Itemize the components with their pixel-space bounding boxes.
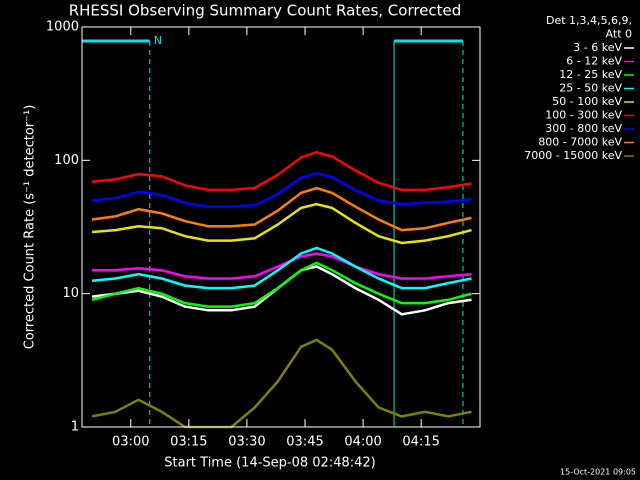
plot-frame (81, 26, 481, 428)
series-line (91, 172, 472, 208)
legend-label: 300 - 800 keV (545, 122, 622, 135)
y-tick-label: 10 (62, 286, 79, 301)
legend-label: 12 - 25 keV (559, 68, 622, 81)
legend-label: 6 - 12 keV (566, 55, 622, 68)
series-line (91, 186, 472, 232)
x-tick-label: 04:15 (402, 435, 439, 450)
legend-label: 100 - 300 keV (545, 109, 622, 122)
legend-header: Att 0 (606, 28, 632, 41)
y-tick-label: 1000 (46, 20, 79, 35)
legend-label: 50 - 100 keV (552, 95, 622, 108)
legend-header: Det 1,3,4,5,6,9, (546, 14, 632, 27)
x-tick-label: 03:45 (286, 435, 323, 450)
legend-label: 7000 - 15000 keV (524, 149, 622, 162)
series-line (91, 246, 472, 290)
x-axis-label: Start Time (14-Sep-08 02:48:42) (164, 456, 375, 471)
legend-label: 3 - 6 keV (573, 41, 622, 54)
y-axis-label: Corrected Count Rate (s⁻¹ detector⁻¹) (23, 105, 38, 350)
series-line (91, 150, 472, 192)
series-line (91, 261, 472, 308)
chart-title: RHESSI Observing Summary Count Rates, Co… (69, 2, 462, 20)
legend-label: 800 - 7000 keV (538, 136, 622, 149)
x-tick-label: 04:00 (344, 435, 381, 450)
y-tick-label: 1 (71, 420, 79, 435)
night-label: N (154, 34, 162, 47)
x-tick-label: 03:30 (228, 435, 265, 450)
x-tick-label: 03:00 (112, 435, 149, 450)
series-line (91, 202, 472, 245)
x-tick-label: 03:15 (170, 435, 207, 450)
series-line (91, 338, 472, 429)
footer: 15-Oct-2021 09:05 (560, 468, 636, 477)
legend-label: 25 - 50 keV (559, 82, 622, 95)
y-tick-label: 100 (54, 153, 79, 168)
